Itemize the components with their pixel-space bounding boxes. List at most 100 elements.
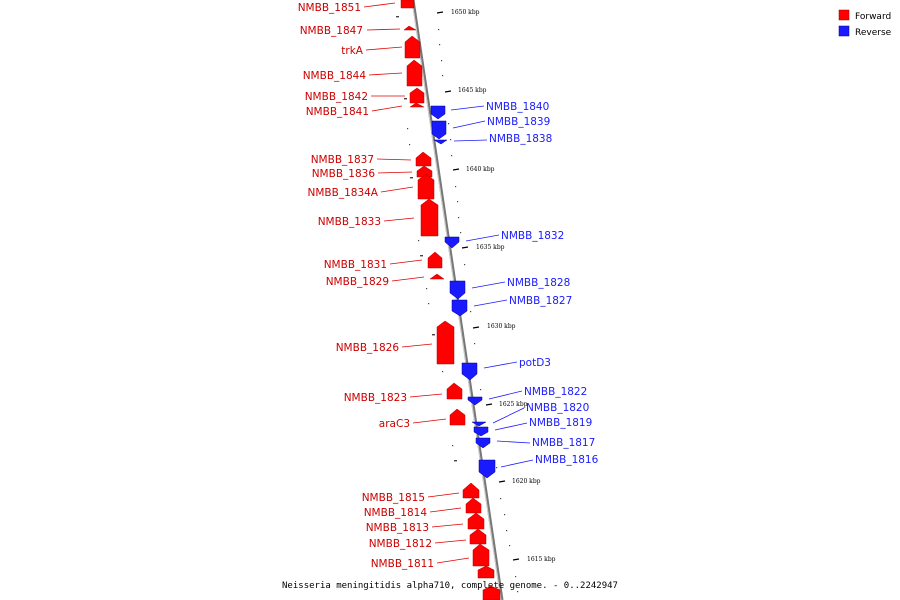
gene-nmbb-1820[interactable] xyxy=(471,421,487,427)
gene-label-forward[interactable]: NMBB_1837 xyxy=(311,154,374,166)
gene-label-forward[interactable]: NMBB_1813 xyxy=(366,522,429,534)
minor-tick xyxy=(428,303,430,305)
leader-line xyxy=(391,276,425,282)
gene-potd3[interactable] xyxy=(461,362,478,381)
gene-label-forward[interactable]: NMBB_1831 xyxy=(324,259,387,271)
minor-tick xyxy=(442,75,444,77)
gene-trka[interactable] xyxy=(404,35,421,59)
gene-nmbb-1832[interactable] xyxy=(444,236,460,249)
legend-label-reverse: Reverse xyxy=(855,28,892,38)
minor-tick xyxy=(506,530,508,532)
gene-nmbb-1829[interactable] xyxy=(429,273,445,280)
reverse-labels: NMBB_1840 NMBB_1839 NMBB_1838 NMBB_1832 … xyxy=(486,101,599,466)
gene-nmbb-1833[interactable] xyxy=(420,198,439,237)
gene-label-reverse[interactable]: NMBB_1839 xyxy=(487,116,550,128)
gene-nmbb-1816[interactable] xyxy=(478,459,496,479)
legend: Forward Reverse xyxy=(838,9,892,38)
gene-label-reverse[interactable]: potD3 xyxy=(519,357,551,369)
gene-nmbb-1831[interactable] xyxy=(427,251,443,269)
minor-tick xyxy=(458,217,460,219)
gene-label-forward[interactable]: NMBB_1847 xyxy=(300,25,363,37)
leader-line xyxy=(492,407,525,424)
gene-label-reverse[interactable]: NMBB_1827 xyxy=(509,295,572,307)
gene-label-forward[interactable]: NMBB_1851 xyxy=(298,2,361,14)
gene-label-reverse[interactable]: NMBB_1828 xyxy=(507,277,570,289)
minor-tick xyxy=(455,186,457,188)
leader-line xyxy=(450,105,485,111)
gene-label-forward[interactable]: NMBB_1842 xyxy=(305,91,368,103)
gene-nmbb-1813[interactable] xyxy=(467,512,485,530)
leader-line xyxy=(496,440,531,444)
gene-nmbb-1822[interactable] xyxy=(467,396,483,406)
tick-label: 1625 kbp xyxy=(499,401,528,408)
gene-label-forward[interactable]: araC3 xyxy=(379,418,410,430)
gene-nmbb-1836[interactable] xyxy=(416,165,433,178)
gene-label-forward[interactable]: NMBB_1823 xyxy=(344,392,407,404)
gene-nmbb-1851[interactable] xyxy=(400,0,415,9)
gene-label-forward[interactable]: NMBB_1834A xyxy=(308,187,379,199)
tick-label: 1650 kbp xyxy=(451,9,480,16)
gene-label-forward[interactable]: NMBB_1836 xyxy=(312,168,376,180)
minor-tick xyxy=(457,201,459,203)
gene-label-forward[interactable]: NMBB_1844 xyxy=(303,70,367,82)
tick-mark xyxy=(498,480,506,483)
forward-labels: NMBB_1851 NMBB_1847 trkA NMBB_1844 NMBB_… xyxy=(298,2,434,570)
gene-nmbb-1815[interactable] xyxy=(462,482,480,499)
gene-label-forward[interactable]: NMBB_1814 xyxy=(364,507,428,519)
gene-nmbb-1840[interactable] xyxy=(430,105,446,120)
gene-nmbb-1844[interactable] xyxy=(406,59,423,87)
gene-arac3[interactable] xyxy=(449,408,466,426)
gene-label-forward[interactable]: NMBB_1841 xyxy=(306,106,369,118)
gene-nmbb-1834a[interactable] xyxy=(417,173,435,200)
tick-mark xyxy=(436,11,444,14)
gene-nmbb-1812[interactable] xyxy=(469,528,487,545)
gene-label-reverse[interactable]: NMBB_1817 xyxy=(532,437,595,449)
genome-caption: Neisseria meningitidis alpha710, complet… xyxy=(282,581,618,591)
tick-mark xyxy=(512,558,520,561)
gene-nmbb-1809[interactable] xyxy=(482,585,501,600)
leader-line xyxy=(365,46,403,51)
gene-nmbb-1837[interactable] xyxy=(415,151,432,167)
gene-nmbb-1827[interactable] xyxy=(451,299,468,317)
gene-label-forward[interactable]: NMBB_1826 xyxy=(336,342,400,354)
gene-nmbb-1847[interactable] xyxy=(403,25,417,31)
gene-nmbb-1826[interactable] xyxy=(436,320,455,365)
minor-tick xyxy=(420,255,423,257)
gene-label-forward[interactable]: NMBB_1829 xyxy=(326,276,389,288)
gene-label-forward[interactable]: NMBB_1833 xyxy=(318,216,381,228)
gene-label-reverse[interactable]: NMBB_1822 xyxy=(524,386,587,398)
minor-tick xyxy=(451,155,453,157)
gene-nmbb-1828[interactable] xyxy=(449,280,466,300)
gene-nmbb-1817[interactable] xyxy=(475,437,491,449)
gene-nmbb-1842[interactable] xyxy=(409,87,425,104)
gene-nmbb-1810[interactable] xyxy=(477,565,495,579)
gene-nmbb-1823[interactable] xyxy=(446,382,463,400)
gene-nmbb-1811[interactable] xyxy=(472,543,490,567)
gene-nmbb-1841[interactable] xyxy=(409,102,425,108)
gene-nmbb-1814[interactable] xyxy=(465,497,482,514)
gene-label-forward[interactable]: trkA xyxy=(341,45,364,57)
gene-label-forward[interactable]: NMBB_1815 xyxy=(362,492,425,504)
gene-label-forward[interactable]: NMBB_1811 xyxy=(371,558,434,570)
leader-line xyxy=(500,459,534,468)
minor-tick xyxy=(460,232,462,234)
tick-mark xyxy=(452,168,460,171)
gene-label-reverse[interactable]: NMBB_1816 xyxy=(535,454,599,466)
gene-label-reverse[interactable]: NMBB_1820 xyxy=(526,402,589,414)
gene-label-reverse[interactable]: NMBB_1840 xyxy=(486,101,549,113)
gene-label-reverse[interactable]: NMBB_1819 xyxy=(529,417,592,429)
gene-nmbb-1839[interactable] xyxy=(431,120,447,140)
leader-line xyxy=(366,28,401,31)
legend-swatch-reverse xyxy=(838,25,850,37)
leader-line xyxy=(473,299,508,307)
minor-ticks xyxy=(396,16,519,593)
gene-nmbb-1819[interactable] xyxy=(473,426,489,437)
gene-label-reverse[interactable]: NMBB_1838 xyxy=(489,133,552,145)
gene-label-forward[interactable]: NMBB_1812 xyxy=(369,538,432,550)
minor-tick xyxy=(404,98,407,100)
leader-line xyxy=(483,361,518,369)
leader-line xyxy=(427,492,460,498)
minor-tick xyxy=(442,371,444,373)
gene-label-reverse[interactable]: NMBB_1832 xyxy=(501,230,564,242)
gene-nmbb-1838[interactable] xyxy=(433,139,448,145)
